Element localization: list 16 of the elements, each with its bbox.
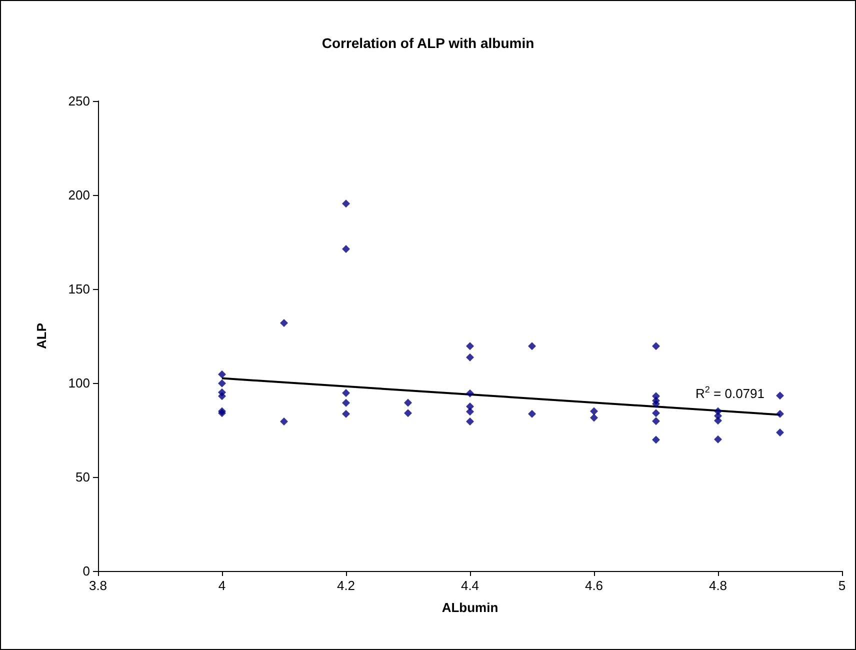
y-tick-label: 0 [82,564,90,578]
x-tick-label: 4.2 [336,578,356,593]
chart-title: Correlation of ALP with albumin [322,35,534,51]
y-tick-label: 50 [76,470,90,484]
x-axis-title: ALbumin [442,600,498,615]
x-tick-label: 4.6 [584,578,604,593]
y-tick-label: 200 [68,188,90,202]
y-tick-label: 250 [68,94,90,108]
x-tick-label: 4 [218,578,226,593]
x-tick-label: 5 [838,578,846,593]
x-tick-label: 4.8 [708,578,728,593]
x-tick-label: 4.4 [460,578,480,593]
x-tick-label: 3.8 [88,578,108,593]
y-axis-title: ALP [34,322,49,349]
y-tick-label: 150 [68,282,90,296]
y-tick-label: 100 [68,376,90,390]
